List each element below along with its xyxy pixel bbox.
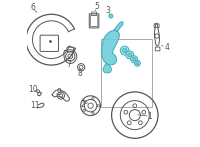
Text: 4: 4	[164, 43, 169, 52]
Text: 5: 5	[94, 2, 99, 11]
Circle shape	[109, 14, 113, 18]
Polygon shape	[103, 64, 112, 73]
Circle shape	[136, 62, 139, 65]
Text: 3: 3	[106, 6, 110, 15]
Circle shape	[132, 57, 136, 61]
Polygon shape	[114, 22, 123, 32]
Circle shape	[126, 51, 134, 59]
Text: 7: 7	[66, 60, 71, 69]
Circle shape	[135, 60, 140, 66]
Bar	[101, 39, 152, 107]
Text: 10: 10	[28, 85, 38, 93]
Text: 11: 11	[30, 101, 39, 110]
Circle shape	[128, 53, 132, 57]
Text: 6: 6	[30, 3, 35, 12]
Circle shape	[120, 46, 129, 55]
Circle shape	[122, 48, 127, 53]
Text: 1: 1	[148, 112, 152, 121]
Polygon shape	[101, 30, 120, 65]
Circle shape	[131, 56, 138, 63]
Text: 8: 8	[77, 69, 82, 78]
Text: 2: 2	[80, 100, 85, 110]
Text: 9: 9	[56, 88, 61, 97]
